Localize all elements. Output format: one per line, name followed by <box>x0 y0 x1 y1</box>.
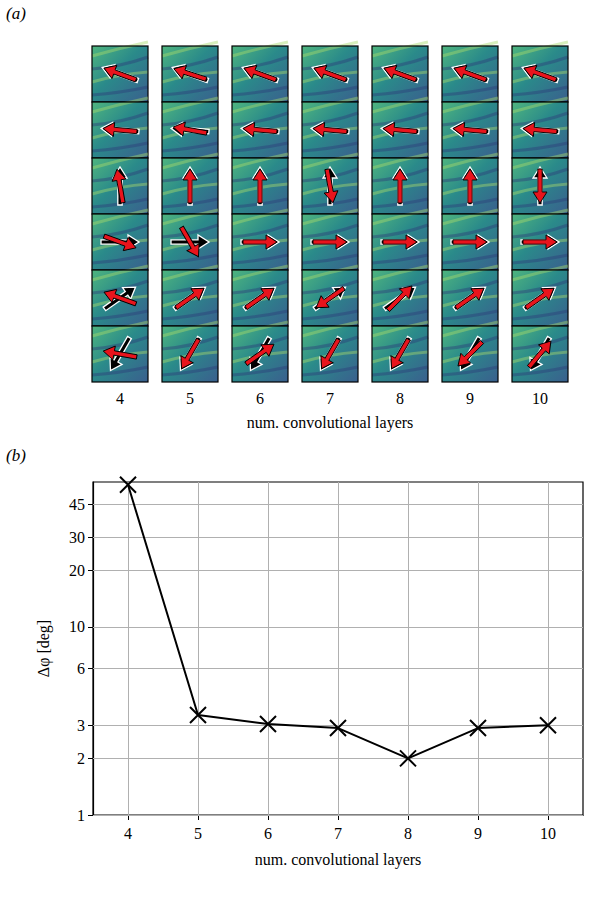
svg-text:10: 10 <box>540 825 556 842</box>
svg-text:45: 45 <box>69 496 85 513</box>
html-text:(b): (b) <box>6 446 26 465</box>
svg-text:10: 10 <box>532 390 548 407</box>
svg-text:6: 6 <box>256 390 264 407</box>
svg-text:8: 8 <box>404 825 412 842</box>
html-text:(a): (a) <box>6 4 26 23</box>
svg-text:9: 9 <box>466 390 474 407</box>
svg-text:7: 7 <box>326 390 334 407</box>
svg-text:10: 10 <box>69 618 85 635</box>
svg-text:Δφ [deg]: Δφ [deg] <box>35 620 53 677</box>
svg-text:7: 7 <box>334 825 342 842</box>
svg-text:30: 30 <box>69 529 85 546</box>
svg-text:20: 20 <box>69 562 85 579</box>
svg-text:1: 1 <box>77 807 85 824</box>
svg-text:6: 6 <box>264 825 272 842</box>
svg-text:5: 5 <box>186 390 194 407</box>
svg-text:2: 2 <box>77 750 85 767</box>
svg-text:8: 8 <box>396 390 404 407</box>
svg-text:num. convolutional layers: num. convolutional layers <box>255 851 422 869</box>
svg-text:num. convolutional layers: num. convolutional layers <box>247 414 414 432</box>
svg-text:3: 3 <box>77 717 85 734</box>
svg-text:4: 4 <box>124 825 132 842</box>
svg-text:4: 4 <box>116 390 124 407</box>
svg-text:9: 9 <box>474 825 482 842</box>
svg-text:6: 6 <box>77 660 85 677</box>
svg-text:5: 5 <box>194 825 202 842</box>
